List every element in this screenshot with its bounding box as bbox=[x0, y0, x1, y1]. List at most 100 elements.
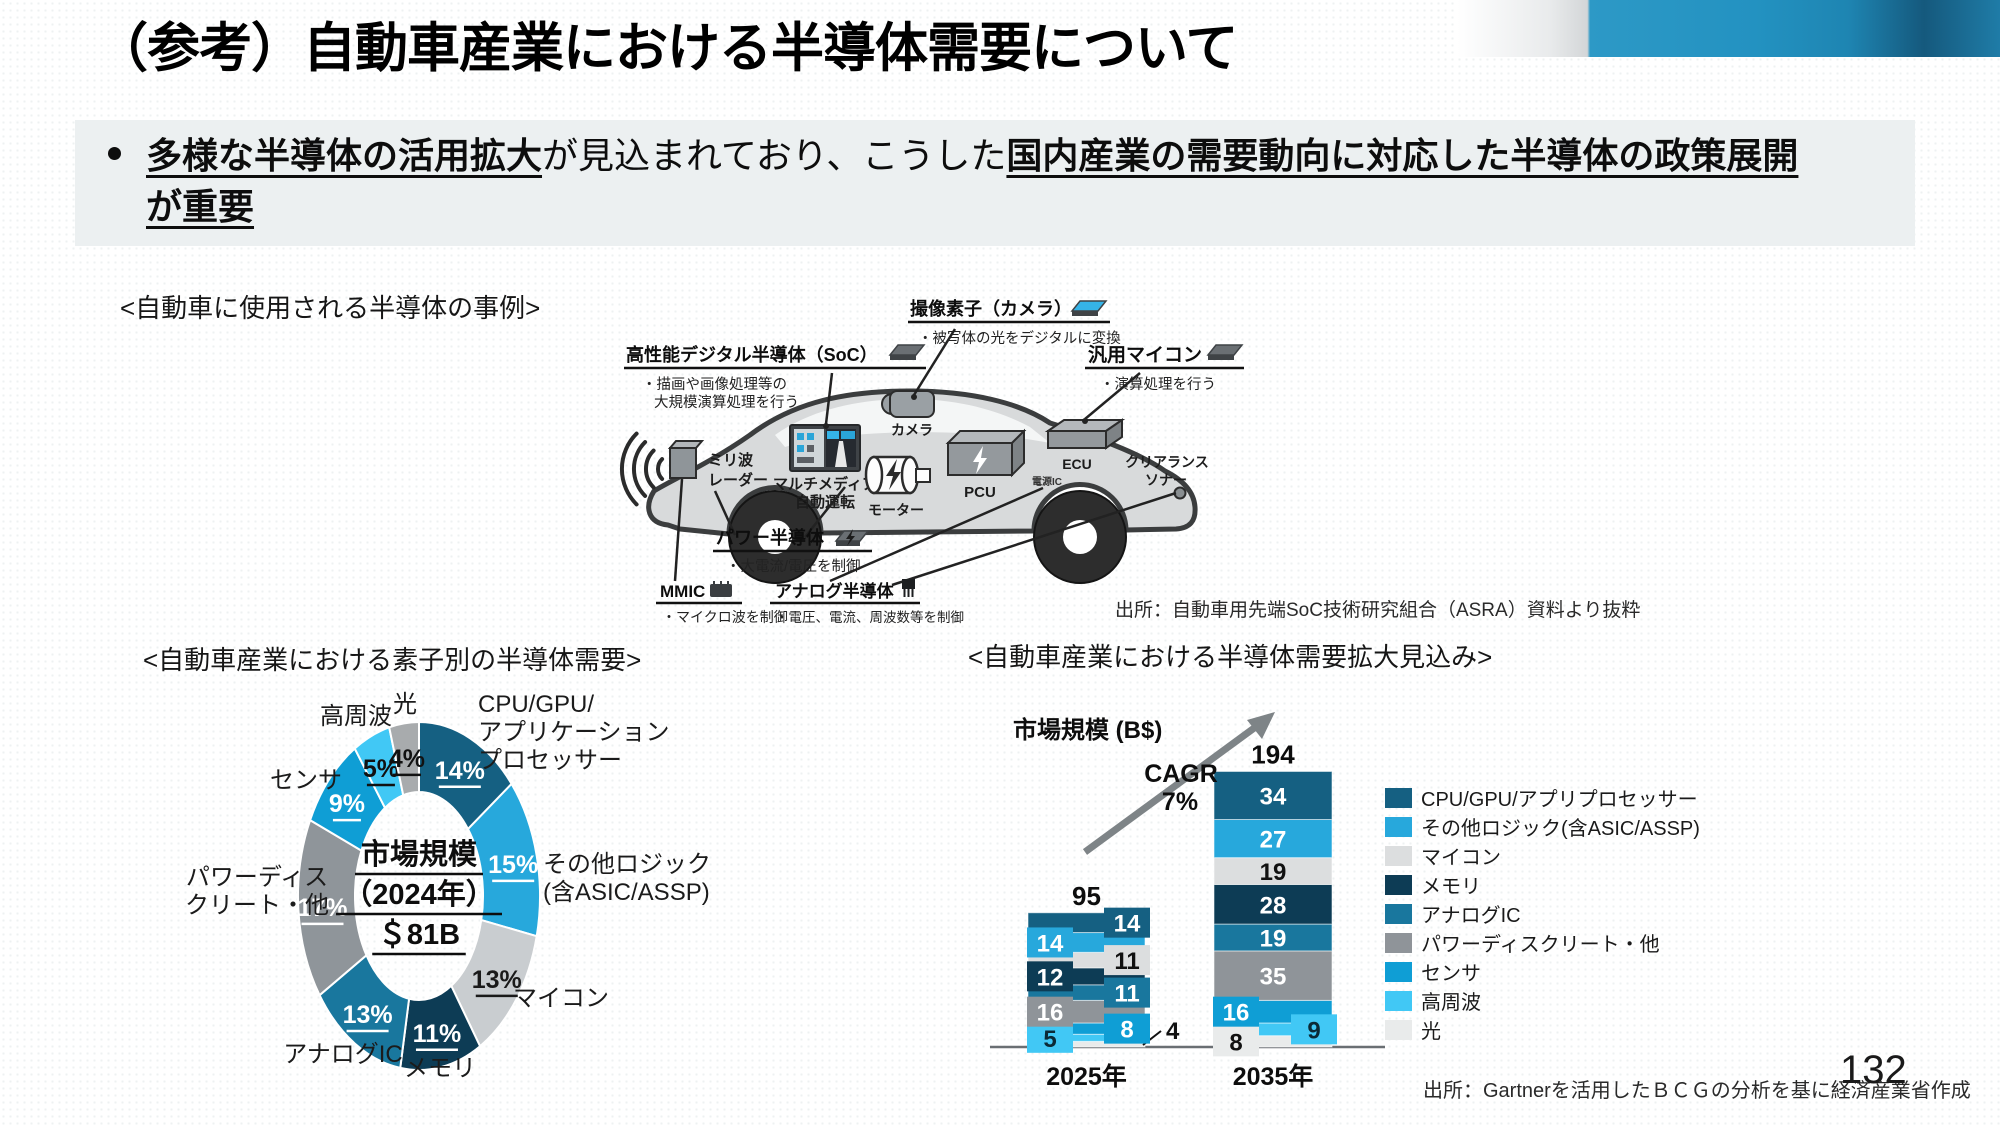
car-label-motor: モーター bbox=[868, 502, 924, 518]
key-normal-1: が見込まれており、こうした bbox=[542, 135, 1007, 176]
donut-center-label-1: （2024年） bbox=[343, 877, 495, 911]
legend-swatch bbox=[1385, 845, 1412, 866]
mcu-chip-icon bbox=[1206, 344, 1244, 360]
bar-chart-title: 市場規模 (B$) bbox=[1013, 717, 1163, 744]
callout-soc-desc1: ・描画や画像処理等の bbox=[642, 375, 787, 393]
donut-slice-name-0: アプリケーション bbox=[478, 719, 670, 746]
bar-value-2025年-8: 14 bbox=[1114, 911, 1141, 938]
legend-item-1: その他ロジック(含ASIC/ASSP) bbox=[1385, 812, 1700, 841]
mmic-chip-icon bbox=[710, 581, 732, 597]
donut-slice-name-4: アナログIC bbox=[283, 1041, 403, 1068]
leader-lines bbox=[673, 328, 1177, 587]
section-label-bar-chart: <自動車産業における半導体需要拡大見込み> bbox=[968, 642, 1493, 672]
soc-chip-icon bbox=[888, 344, 926, 360]
key-emphasis-3: が重要 bbox=[146, 186, 255, 228]
leader-dot bbox=[1082, 418, 1088, 424]
donut-center-label-2: ＄81B bbox=[378, 917, 460, 951]
legend-label: メモリ bbox=[1421, 876, 1481, 898]
bar-value-box bbox=[1104, 977, 1150, 1008]
bar-value-2035年-7: 27 bbox=[1260, 827, 1287, 854]
image-sensor-chip-icon bbox=[1070, 300, 1108, 316]
display-road bbox=[835, 441, 847, 467]
bar-chart-legend: CPU/GPU/アプリプロセッサー その他ロジック(含ASIC/ASSP) マイコン… bbox=[1385, 783, 1700, 1044]
donut-pct-label-2: 13% bbox=[472, 966, 522, 994]
display-pixel bbox=[797, 433, 804, 440]
display-pixel bbox=[797, 457, 814, 463]
donut-pct-label-8: 4% bbox=[389, 745, 425, 773]
power-chip-icon bbox=[834, 529, 870, 546]
legend-swatch bbox=[1385, 1019, 1412, 1040]
section-label-car-examples: <自動車に使用される半導体の事例> bbox=[120, 293, 541, 323]
bar-value-box bbox=[1104, 945, 1150, 976]
bar-value-2035年-8: 34 bbox=[1260, 783, 1287, 810]
bar-value-2035年-0: 8 bbox=[1229, 1029, 1242, 1056]
ecu-box bbox=[1047, 430, 1107, 449]
donut-chart: 14% 15% 13% 11% 13% 17% 9% 5%4% CPU/GPU/アプリケーション… bbox=[185, 691, 711, 1082]
legend-swatch bbox=[1385, 961, 1412, 982]
bar-value-2035年-1: 9 bbox=[1307, 1017, 1320, 1044]
analog-transistor-icon bbox=[902, 579, 915, 597]
donut-slice-name-1: その他ロジック bbox=[543, 851, 711, 878]
legend-item-7: 高周波 bbox=[1385, 986, 1700, 1015]
bar-value-2025年-1: 5 bbox=[1043, 1026, 1056, 1053]
callout-mmic-desc: ・マイクロ波を制御 bbox=[662, 609, 788, 625]
legend-label: 高周波 bbox=[1421, 992, 1481, 1014]
car-label-pcu: PCU bbox=[964, 484, 996, 501]
bullet-icon bbox=[108, 147, 121, 160]
motor-shaft bbox=[915, 468, 931, 483]
donut-pct-label-6: 9% bbox=[329, 790, 365, 818]
key-message-box: 多様な半導体の活用拡大が見込まれており、こうした国内産業の需要動向に対応した半導… bbox=[75, 120, 1915, 246]
bar-segment-2035年-6 bbox=[1213, 857, 1333, 886]
legend-label: その他ロジック(含ASIC/ASSP) bbox=[1421, 818, 1700, 840]
legend-label: CPU/GPU/アプリプロセッサー bbox=[1421, 789, 1698, 811]
car-label-radar-1: ミリ波 bbox=[708, 451, 754, 469]
callout-image-sensor-desc: ・被写体の光をデジタルに変換 bbox=[918, 329, 1121, 347]
bar-segment-2035年-3 bbox=[1213, 950, 1333, 1001]
camera-box bbox=[889, 390, 935, 418]
car-label-radar-2: レーダー bbox=[708, 471, 768, 489]
bar-value-box bbox=[1027, 927, 1073, 958]
donut-slice-name-2: マイコン bbox=[513, 985, 609, 1012]
callout-power-desc: ・大電流/電圧を制御 bbox=[726, 558, 861, 575]
callout-soc-desc2: 大規模演算処理を行う bbox=[654, 394, 799, 411]
header-accent-bar bbox=[1457, 0, 2000, 57]
legend-item-3: メモリ bbox=[1385, 870, 1700, 899]
legend-label: マイコン bbox=[1421, 847, 1501, 869]
cagr-arrow bbox=[1082, 712, 1275, 855]
bar-total-2025年: 95 bbox=[1072, 881, 1101, 911]
bar-value-box bbox=[1104, 907, 1150, 938]
car-label-sonar-2: ソナー bbox=[1145, 472, 1187, 488]
car-diagram-illustration: ミリ波 レーダー マルチメディア 自動運転 カメラ モーター PCU bbox=[619, 298, 1244, 625]
leader-dot bbox=[823, 423, 829, 429]
callout-soc-title: 高性能デジタル半導体（SoC） bbox=[626, 344, 878, 365]
car-label-sonar-1: クリアランス bbox=[1125, 454, 1209, 470]
display-pixel bbox=[797, 445, 804, 452]
callout-image-sensor-title: 撮像素子（カメラ） bbox=[910, 298, 1072, 319]
bar-value-2035年-2: 16 bbox=[1223, 1000, 1250, 1027]
bar-value-2025年-0: 4 bbox=[1166, 1018, 1180, 1045]
donut-slice-name-0: CPU/GPU/ bbox=[478, 691, 594, 718]
bar-value-2035年-3: 35 bbox=[1260, 964, 1287, 991]
pcu-bolt-icon bbox=[973, 446, 987, 474]
key-emphasis-2: 国内産業の需要動向に対応した半導体の政策展開 bbox=[1006, 135, 1799, 176]
radar-box-top bbox=[667, 440, 705, 449]
legend-item-6: センサ bbox=[1385, 957, 1700, 986]
callout-analog-title: アナログ半導体 bbox=[775, 581, 895, 601]
display-pixel bbox=[807, 433, 814, 440]
callout-mcu-title: 汎用マイコン bbox=[1088, 343, 1202, 366]
key-emphasis-1: 多様な半導体の活用拡大 bbox=[146, 135, 543, 176]
donut-pct-label-3: 11% bbox=[413, 1020, 462, 1048]
car-label-ecu: ECU bbox=[1062, 456, 1092, 472]
bar-segment-2035年-5 bbox=[1213, 884, 1333, 925]
bar-value-2025年-3: 16 bbox=[1037, 1000, 1064, 1027]
display-sky bbox=[841, 431, 855, 439]
callout-power-title: パワー半導体 bbox=[716, 527, 825, 548]
legend-item-5: パワーディスクリート・他 bbox=[1385, 928, 1700, 957]
legend-label: センサ bbox=[1421, 963, 1481, 985]
legend-item-2: マイコン bbox=[1385, 841, 1700, 870]
legend-item-8: 光 bbox=[1385, 1015, 1700, 1044]
bar-value-box bbox=[1104, 1013, 1150, 1044]
cagr-label: CAGR bbox=[1144, 760, 1218, 788]
